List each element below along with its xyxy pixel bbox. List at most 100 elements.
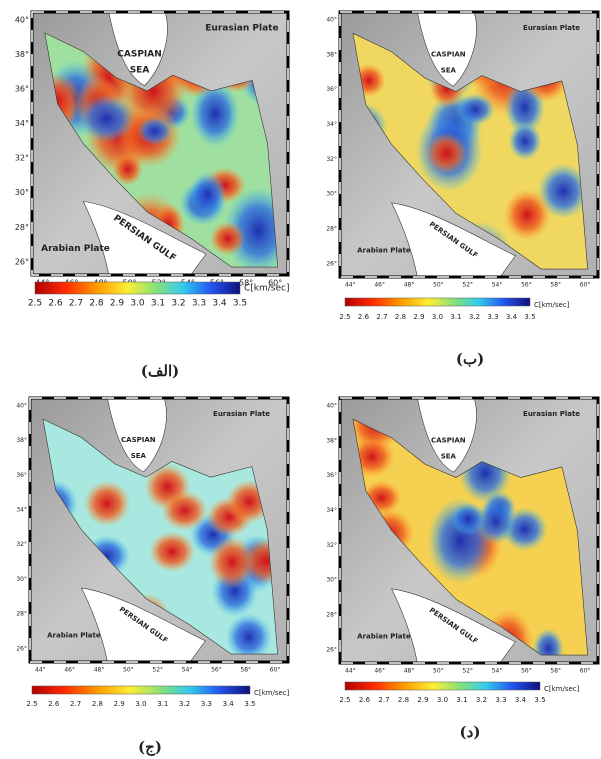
lon-label: 54° bbox=[182, 667, 193, 674]
colorbar-tick: 3.4 bbox=[515, 696, 527, 704]
colorbar bbox=[32, 686, 250, 694]
lat-label: 34° bbox=[15, 119, 29, 128]
map-panel: 40° 38° 36° 34° 32° 30° 28° 26° 44° 46° 48° 50° 52° 5… bbox=[326, 12, 598, 368]
lon-label: 60° bbox=[270, 667, 281, 674]
lon-label: 54° bbox=[492, 668, 503, 675]
anomaly bbox=[78, 95, 135, 143]
anomaly bbox=[426, 133, 467, 174]
colorbar-tick: 2.6 bbox=[358, 313, 370, 321]
caption: (د) bbox=[460, 723, 481, 741]
lat-label: 30° bbox=[326, 577, 337, 584]
place-label: Eurasian Plate bbox=[523, 410, 580, 418]
colorbar-tick: 3.5 bbox=[233, 299, 247, 309]
colorbar-tick: 3.5 bbox=[244, 700, 255, 708]
lat-label: 36° bbox=[15, 85, 29, 94]
lat-label: 38° bbox=[326, 437, 337, 444]
lon-label: 52° bbox=[462, 282, 473, 289]
anomaly bbox=[450, 502, 485, 535]
lon-label: 56° bbox=[521, 282, 532, 289]
colorbar-tick: 2.6 bbox=[359, 696, 371, 704]
lat-label: 32° bbox=[326, 156, 337, 163]
colorbar-tick: 3.1 bbox=[456, 696, 467, 704]
colorbar-tick: 3.4 bbox=[506, 313, 518, 321]
lat-label: 32° bbox=[326, 542, 337, 549]
lon-label: 50° bbox=[433, 282, 444, 289]
place-label: Arabian Plate bbox=[357, 247, 411, 255]
lon-label: 60° bbox=[580, 282, 591, 289]
figure: 40° 38° 36° 34° 32° 30° 28° 26° 44° 46° 48° 50° 52° 5… bbox=[0, 0, 601, 759]
colorbar-tick: 3.1 bbox=[151, 299, 165, 309]
lat-label: 36° bbox=[16, 472, 27, 479]
lon-label: 58° bbox=[550, 668, 561, 675]
lon-label: 54° bbox=[492, 282, 503, 289]
colorbar-unit: C[km/sec] bbox=[254, 689, 290, 697]
colorbar-tick: 3.1 bbox=[157, 700, 168, 708]
lat-label: 26° bbox=[15, 257, 29, 266]
lon-label: 58° bbox=[240, 667, 251, 674]
colorbar-tick: 3.4 bbox=[223, 700, 235, 708]
colorbar-tick: 3.3 bbox=[487, 313, 498, 321]
colorbar-tick: 3.2 bbox=[476, 696, 487, 704]
colorbar-tick: 2.8 bbox=[92, 700, 103, 708]
lat-label: 38° bbox=[326, 51, 337, 58]
colorbar-unit: C[km/sec] bbox=[534, 301, 570, 309]
lon-label: 48° bbox=[94, 667, 105, 674]
lat-label: 32° bbox=[15, 154, 29, 163]
colorbar-tick: 2.8 bbox=[398, 696, 409, 704]
lon-label: 52° bbox=[152, 667, 163, 674]
colorbar-tick: 3.3 bbox=[201, 700, 212, 708]
place-label: Eurasian Plate bbox=[523, 24, 580, 32]
colorbar-tick: 2.8 bbox=[395, 313, 406, 321]
place-label: SEA bbox=[130, 65, 150, 75]
lon-label: 48° bbox=[404, 282, 415, 289]
place-label: CASPIAN bbox=[121, 436, 156, 444]
colorbar-unit: C[km/sec] bbox=[544, 685, 580, 693]
lat-label: 30° bbox=[326, 191, 337, 198]
anomaly bbox=[210, 221, 246, 255]
lon-label: 50° bbox=[123, 667, 134, 674]
map-panel: 40°38°36°34°32°30°28°26°44°46°48°50°52°5… bbox=[15, 12, 294, 380]
colorbar-tick: 3.0 bbox=[432, 313, 443, 321]
anomaly bbox=[209, 536, 255, 588]
colorbar-tick: 3.1 bbox=[450, 313, 461, 321]
lon-label: 44° bbox=[35, 667, 46, 674]
colorbar-tick: 2.9 bbox=[413, 313, 424, 321]
colorbar-tick: 3.2 bbox=[179, 700, 190, 708]
lon-label: 56° bbox=[211, 667, 222, 674]
lat-label: 26° bbox=[16, 645, 27, 652]
lat-label: 26° bbox=[326, 260, 337, 267]
lon-label: 58° bbox=[550, 282, 561, 289]
colorbar-tick: 2.7 bbox=[69, 299, 83, 309]
lat-label: 40° bbox=[326, 16, 337, 23]
colorbar-tick: 2.8 bbox=[89, 299, 104, 309]
colorbar-tick: 3.3 bbox=[192, 299, 206, 309]
colorbar-tick: 2.6 bbox=[48, 299, 63, 309]
colorbar-tick: 2.9 bbox=[114, 700, 125, 708]
lat-label: 28° bbox=[326, 225, 337, 232]
caption: (ج) bbox=[138, 738, 162, 756]
anomaly bbox=[161, 491, 207, 531]
lon-label: 48° bbox=[404, 668, 415, 675]
lat-label: 36° bbox=[326, 86, 337, 93]
colorbar-tick: 3.0 bbox=[437, 696, 448, 704]
colorbar-unit: C[km/sec] bbox=[244, 284, 290, 294]
lon-label: 46° bbox=[374, 282, 385, 289]
place-label: Eurasian Plate bbox=[205, 23, 278, 33]
anomaly bbox=[137, 117, 172, 145]
lon-label: 56° bbox=[521, 668, 532, 675]
colorbar-tick: 3.2 bbox=[171, 299, 185, 309]
colorbar-tick: 2.5 bbox=[339, 696, 350, 704]
lat-label: 32° bbox=[16, 541, 27, 548]
map-panel: 40°38°36°34°32°30°28°26°44°46°48°50°52°5… bbox=[16, 398, 289, 756]
lon-label: 60° bbox=[580, 668, 591, 675]
lat-label: 40° bbox=[16, 402, 27, 409]
lat-label: 34° bbox=[326, 507, 337, 514]
colorbar-tick: 2.7 bbox=[70, 700, 81, 708]
map-panel: 40°38°36°34°32°30°28°26°44°46°48°50°52°5… bbox=[326, 397, 598, 741]
lat-label: 34° bbox=[326, 121, 337, 128]
colorbar-tick: 3.4 bbox=[212, 299, 227, 309]
caption: (الف) bbox=[141, 362, 179, 380]
colorbar-tick: 3.0 bbox=[135, 700, 146, 708]
lon-label: 44° bbox=[345, 282, 356, 289]
colorbar-tick: 3.2 bbox=[469, 313, 480, 321]
